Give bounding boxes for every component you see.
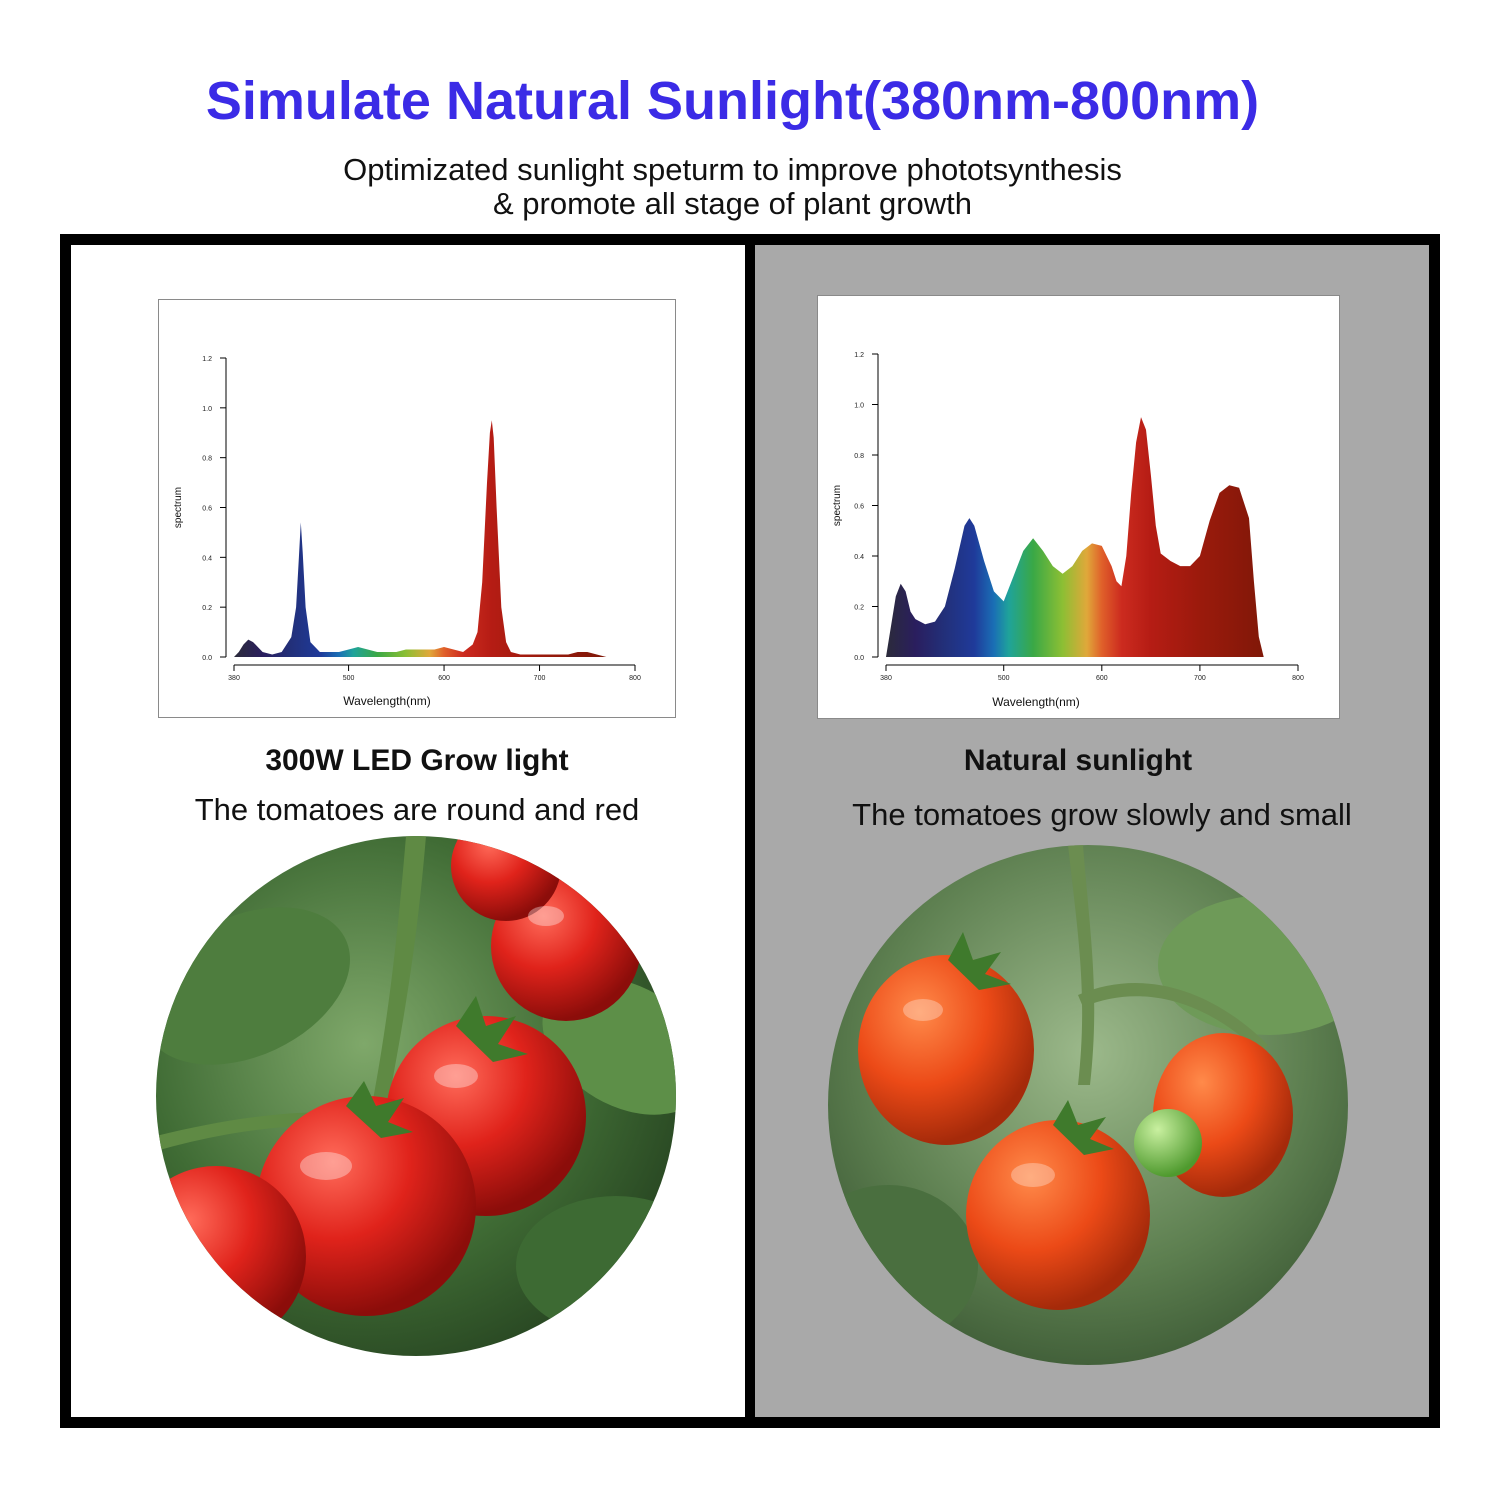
y-tick-label: 1.0 bbox=[854, 403, 864, 410]
y-tick-label: 0.8 bbox=[202, 456, 212, 463]
y-axis-label: spectrum bbox=[832, 485, 843, 526]
y-tick-label: 0.6 bbox=[854, 504, 864, 511]
led-spectrum-chart: 0.0 0.2 0.4 0.6 0.8 1.0 1.2 380 500 600 700 800 Wave… bbox=[173, 356, 641, 708]
x-tick-label: 800 bbox=[1292, 675, 1304, 682]
y-tick-label: 0.6 bbox=[202, 506, 212, 513]
y-axis-label: spectrum bbox=[173, 487, 184, 528]
y-tick-label: 0.4 bbox=[202, 555, 212, 562]
spectrum-area bbox=[234, 420, 607, 657]
y-tick-label: 1.0 bbox=[202, 406, 212, 413]
sunlight-heading: Natural sunlight bbox=[963, 744, 1193, 777]
y-tick-label: 0.0 bbox=[854, 655, 864, 662]
small-orange-tomatoes-photo bbox=[828, 845, 1348, 1365]
y-tick-label: 1.2 bbox=[202, 356, 212, 363]
sunlight-description: The tomatoes grow slowly and small bbox=[852, 797, 1352, 832]
x-tick-label: 380 bbox=[880, 675, 892, 682]
x-axis-label: Wavelength(nm) bbox=[343, 694, 431, 708]
spectrum-area bbox=[886, 417, 1264, 657]
y-tick-label: 0.2 bbox=[854, 605, 864, 612]
x-tick-label: 600 bbox=[1096, 675, 1108, 682]
x-tick-label: 700 bbox=[534, 675, 546, 682]
x-tick-label: 800 bbox=[629, 675, 641, 682]
sunlight-spectrum-chart-box: 0.0 0.2 0.4 0.6 0.8 1.0 1.2 380 500 600 700 800 Wave… bbox=[817, 295, 1340, 719]
led-spectrum-chart-box: 0.0 0.2 0.4 0.6 0.8 1.0 1.2 380 500 600 700 800 Wave… bbox=[158, 299, 676, 718]
x-tick-label: 700 bbox=[1194, 675, 1206, 682]
sunlight-spectrum-chart: 0.0 0.2 0.4 0.6 0.8 1.0 1.2 380 500 600 700 800 Wave… bbox=[832, 352, 1304, 709]
x-tick-label: 500 bbox=[998, 675, 1010, 682]
x-tick-label: 500 bbox=[343, 675, 355, 682]
subtitle-line-1: Optimizated sunlight speturm to improve … bbox=[343, 152, 1122, 187]
x-tick-label: 380 bbox=[228, 675, 240, 682]
led-description: The tomatoes are round and red bbox=[194, 792, 640, 827]
y-tick-label: 0.8 bbox=[854, 453, 864, 460]
led-heading: 300W LED Grow light bbox=[265, 744, 569, 777]
y-tick-label: 1.2 bbox=[854, 352, 864, 359]
subtitle-line-2: & promote all stage of plant growth bbox=[492, 186, 973, 221]
ripe-red-tomatoes-photo bbox=[156, 836, 676, 1356]
y-tick-label: 0.0 bbox=[202, 655, 212, 662]
y-tick-label: 0.2 bbox=[202, 605, 212, 612]
page-title: Simulate Natural Sunlight(380nm-800nm) bbox=[205, 71, 1260, 131]
y-tick-label: 0.4 bbox=[854, 554, 864, 561]
x-axis-label: Wavelength(nm) bbox=[992, 695, 1080, 709]
x-tick-label: 600 bbox=[438, 675, 450, 682]
